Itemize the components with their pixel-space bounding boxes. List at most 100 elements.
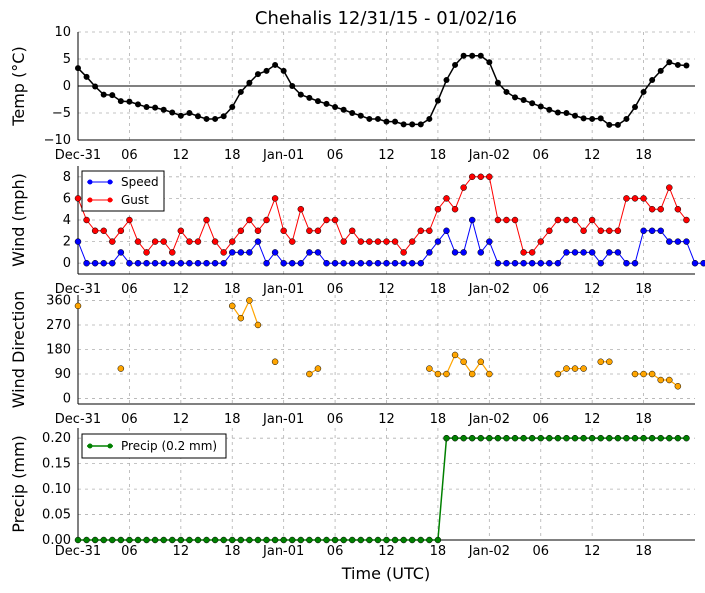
x-tick-label: Dec-31 (55, 412, 101, 427)
precip-point (657, 434, 664, 442)
gust-line (77, 176, 687, 254)
x-tick-label: 18 (635, 412, 652, 427)
legend-marker (107, 179, 113, 185)
temp-point (366, 115, 373, 122)
precip-point (426, 536, 433, 544)
precip-point (246, 536, 253, 544)
direction-point (460, 358, 467, 366)
legend-label: Speed (121, 175, 159, 189)
temp-point (563, 110, 570, 116)
gust-point (486, 173, 493, 181)
temp-point (109, 92, 116, 99)
speed-point (503, 259, 510, 267)
x-tick-label: 12 (378, 148, 395, 163)
x-tick-label: 06 (327, 412, 344, 427)
x-tick-label: Jan-01 (262, 148, 304, 163)
speed-point (460, 249, 467, 256)
precip-point (263, 536, 270, 544)
speed-point (588, 249, 596, 256)
wind-direction-panel: 360 270 180 90 0 Dec-31 06 12 18 Jan-01 06 12 18 Jan-… (9, 291, 695, 427)
gust-point (366, 238, 373, 245)
temp-point (409, 121, 416, 128)
speed-point (674, 238, 682, 245)
precip-point (271, 536, 279, 544)
x-tick-label: 18 (430, 282, 447, 297)
precip-point (580, 434, 587, 442)
y-tick-label: 5 (63, 52, 71, 67)
direction-point (597, 358, 604, 366)
direction-point (477, 358, 485, 366)
speed-point (237, 249, 245, 256)
gust-point (229, 238, 236, 245)
gust-point (109, 238, 116, 245)
precip-point (194, 536, 202, 544)
gust-point (323, 216, 330, 224)
gust-point (237, 227, 245, 235)
precip-point (169, 536, 176, 544)
x-tick-label: 12 (378, 282, 395, 297)
temp-point (426, 115, 433, 122)
temp-point (383, 118, 390, 125)
speed-point (528, 259, 536, 267)
precip-point (126, 536, 133, 544)
precip-point (537, 434, 544, 442)
speed-point (443, 227, 450, 235)
gust-point (588, 216, 596, 224)
temp-point (392, 118, 399, 125)
direction-point (237, 314, 245, 322)
direction-point (434, 370, 442, 378)
x-tick-label: Dec-31 (55, 544, 101, 559)
temp-point (674, 61, 681, 68)
precip-point (229, 536, 236, 544)
gust-point (254, 227, 262, 235)
direction-point (117, 365, 125, 372)
gust-point (340, 238, 347, 245)
temp-point (597, 115, 604, 122)
temp-point (100, 91, 107, 98)
chart-title: Chehalis 12/31/15 - 01/02/16 (255, 8, 517, 29)
precip-point (186, 536, 193, 544)
speed-point (229, 249, 236, 256)
x-tick-label: 12 (584, 148, 601, 163)
gust-point (546, 227, 553, 235)
temp-point (640, 88, 647, 95)
speed-point (297, 259, 305, 267)
precip-point (237, 536, 245, 544)
speed-point (571, 249, 579, 256)
speed-point (648, 227, 656, 235)
gust-point (74, 195, 82, 202)
legend-marker (87, 443, 93, 449)
precip-point (571, 434, 579, 442)
y-tick-label: 270 (46, 318, 71, 333)
temp-point (417, 121, 424, 128)
speed-point (306, 249, 313, 256)
precip-point (486, 434, 493, 442)
y-tick-label: 2 (63, 235, 71, 250)
speed-point (614, 249, 622, 256)
temp-point (289, 83, 296, 89)
x-tick-label: 18 (430, 412, 447, 427)
temp-point (280, 67, 287, 74)
temp-point (194, 113, 201, 120)
precip-point (451, 434, 459, 442)
precip-point (151, 536, 159, 544)
precip-point (417, 536, 425, 544)
precip-point (597, 434, 604, 442)
temp-point (632, 104, 639, 111)
gust-point (169, 249, 176, 256)
precip-point (383, 536, 390, 544)
speed-point (314, 249, 322, 256)
direction-point (666, 376, 673, 384)
precip-point (109, 536, 116, 544)
speed-point (468, 216, 476, 224)
speed-point (408, 259, 416, 267)
legend-marker (87, 197, 93, 203)
temp-point (666, 59, 673, 66)
precip-point (477, 434, 485, 442)
precip-point (211, 536, 219, 544)
temp-point (143, 104, 150, 111)
x-tick-label: 06 (327, 544, 344, 559)
precip-point (674, 434, 682, 442)
x-tick-label: 18 (430, 148, 447, 163)
